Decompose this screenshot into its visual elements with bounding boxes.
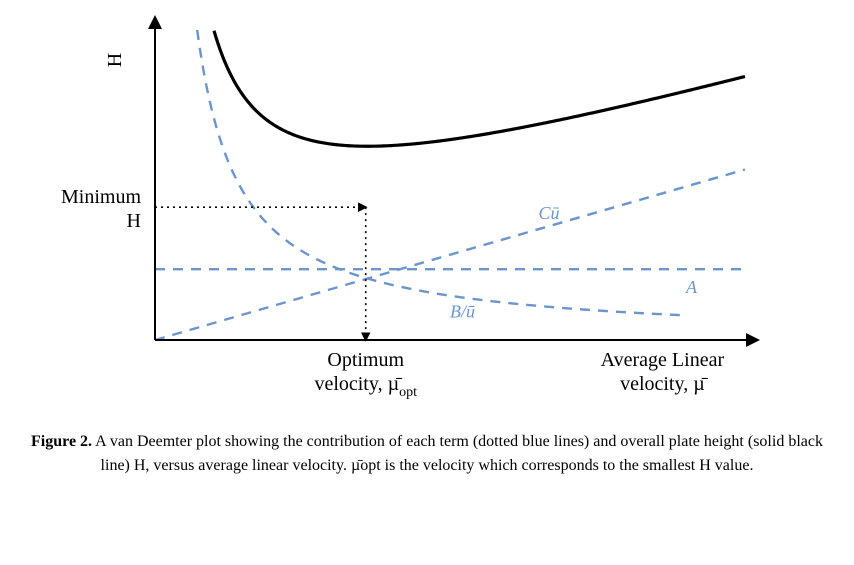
uopt-label-1: Optimum [327, 349, 404, 371]
c-term-label: Cū [539, 203, 560, 223]
uopt-label-2: velocity, µ̄opt [314, 373, 417, 400]
x-axis-label-1: Average Linear [601, 349, 725, 371]
y-axis-label: H [104, 53, 126, 67]
total-h-curve [214, 31, 745, 147]
min-h-label-2: H [127, 210, 141, 232]
figure-caption-body-2: is the velocity which corresponds to the… [381, 457, 754, 474]
x-axis-label-2: velocity, µ̄ [620, 373, 709, 395]
van-deemter-chart: HMinimumHOptimumvelocity, µ̄optAverage L… [20, 10, 780, 410]
b-term-curve [197, 30, 686, 315]
figure-caption-title: Figure 2. [31, 433, 92, 450]
min-h-label-1: Minimum [61, 186, 141, 208]
figure-container: HMinimumHOptimumvelocity, µ̄optAverage L… [0, 0, 854, 565]
figure-caption: Figure 2. A van Deemter plot showing the… [0, 430, 854, 478]
figure-caption-uopt: µ̄opt [351, 457, 381, 474]
a-term-label: A [685, 277, 698, 297]
b-term-label: B/ū [450, 302, 475, 322]
